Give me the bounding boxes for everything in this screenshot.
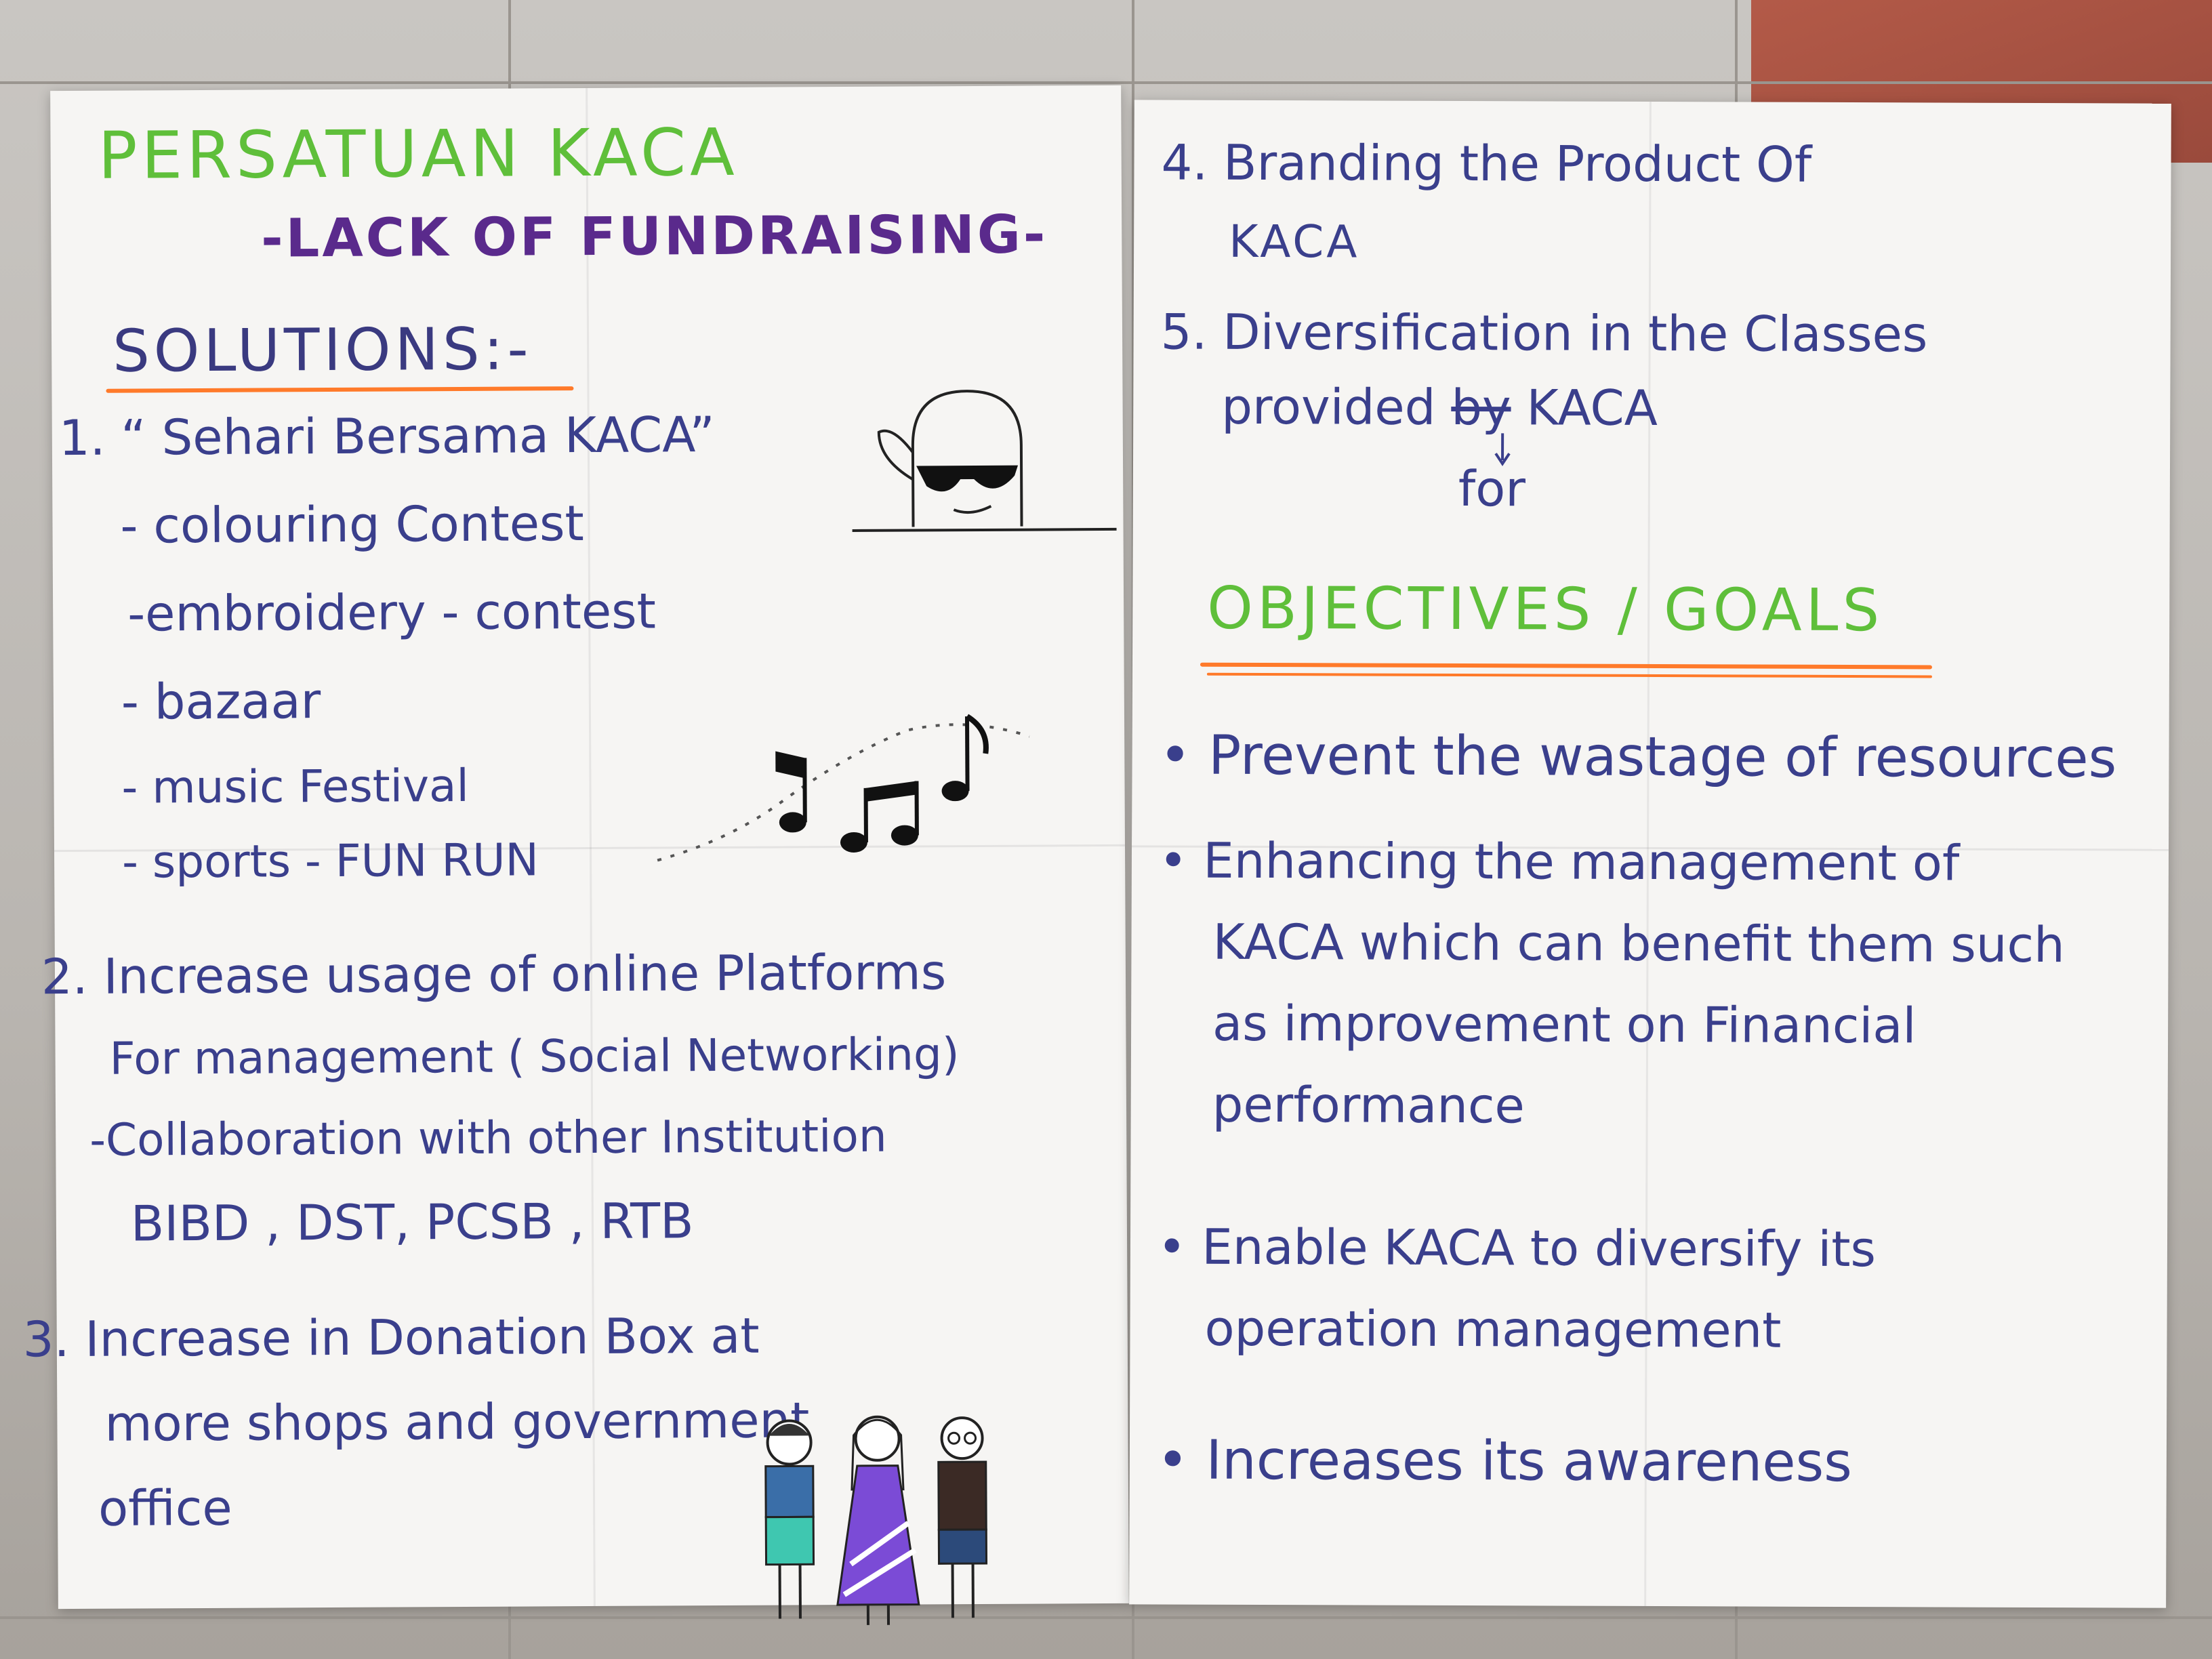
floor-seam	[0, 1616, 2212, 1619]
objective-bullet: • Prevent the wastage of resources	[1159, 723, 2117, 790]
solution-5-line: 5. Diversification in the Classes	[1160, 303, 1928, 363]
flipchart-sheet-left: PERSATUAN KACA -LACK OF FUNDRAISING- SOL…	[23, 85, 1129, 1625]
objective-bullet-cont: as improvement on Financial	[1212, 994, 1917, 1054]
objective-bullet-cont: operation management	[1204, 1299, 1782, 1359]
objectives-underline	[1200, 662, 1932, 670]
solutions-heading: SOLUTIONS:-	[112, 315, 533, 386]
solution-1-item: -embroidery - contest	[127, 582, 657, 642]
poster-title: PERSATUAN KACA	[98, 114, 739, 194]
objective-bullet-cont: performance	[1212, 1076, 1525, 1134]
objective-bullet-cont: KACA which can benefit them such	[1212, 913, 2065, 974]
solution-3-line: 3. Increase in Donation Box at	[22, 1307, 760, 1368]
solution-4-line: 4. Branding the Product Of	[1161, 134, 1812, 193]
objectives-heading: OBJECTIVES / GOALS	[1207, 574, 1884, 645]
solution-4-line: KACA	[1229, 215, 1360, 268]
solution-5-correction: for	[1458, 460, 1526, 518]
objectives-underline	[1206, 672, 1932, 678]
objective-bullet: • Enhancing the management of	[1158, 832, 1960, 892]
solutions-underline	[106, 386, 574, 393]
solution-5-struck-word: by	[1451, 378, 1511, 436]
correction-arrow-icon	[1494, 433, 1511, 466]
solution-1-item: - colouring Contest	[120, 495, 584, 554]
solution-3-line: office	[98, 1479, 232, 1537]
solution-1-title: 1. “ Sehari Bersama KACA”	[58, 406, 716, 467]
solution-5-kaca: KACA	[1526, 379, 1658, 437]
solution-5-provided: provided	[1221, 377, 1436, 436]
solution-2-line: 2. Increase usage of online Platforms	[41, 943, 947, 1006]
solution-2-line: For management ( Social Networking)	[109, 1028, 960, 1085]
poster-subtitle: -LACK OF FUNDRAISING-	[261, 204, 1048, 270]
floor-seam	[0, 81, 2212, 84]
solution-3-line: more shops and government	[104, 1391, 810, 1452]
solution-5-line-2: provided by KACA	[1221, 378, 1658, 436]
solution-1-item: - sports - FUN RUN	[121, 834, 539, 888]
solution-2-line: -Collaboration with other Institution	[89, 1109, 887, 1166]
ghost-with-sunglasses-icon	[852, 390, 1117, 532]
music-notes-icon	[657, 714, 1030, 862]
three-people-drawing-icon	[764, 1415, 988, 1625]
solution-1-item: - music Festival	[121, 759, 470, 814]
solution-1-item: - bazaar	[121, 672, 321, 731]
solution-2-line: BIBD , DST, PCSB , RTB	[130, 1192, 694, 1252]
flipchart-sheet-right: 4. Branding the Product Of KACA 5. Diver…	[1129, 100, 2171, 1608]
objective-bullet: • Increases its awareness	[1156, 1428, 1853, 1494]
objective-bullet: • Enable KACA to diversify its	[1157, 1218, 1877, 1278]
